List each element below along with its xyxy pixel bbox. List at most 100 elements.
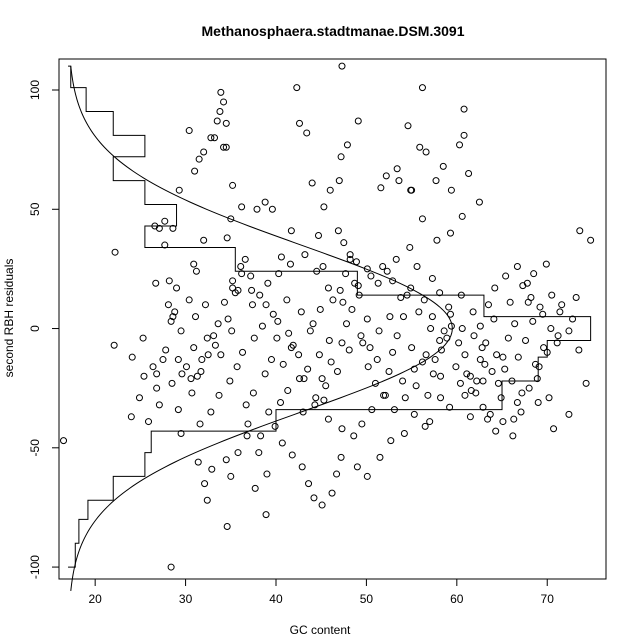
data-point: [328, 489, 336, 497]
data-point: [443, 334, 451, 342]
data-point: [227, 215, 235, 223]
data-point: [422, 148, 430, 156]
data-point: [324, 415, 332, 423]
data-point: [337, 453, 345, 461]
data-point: [220, 143, 228, 151]
data-point: [193, 372, 201, 380]
data-point: [374, 279, 382, 287]
data-point: [399, 313, 407, 321]
data-point: [422, 351, 430, 359]
data-point: [111, 248, 119, 256]
data-point: [545, 394, 553, 402]
data-point: [490, 315, 498, 323]
data-point: [258, 322, 266, 330]
data-point: [300, 375, 308, 383]
data-point: [286, 260, 294, 268]
data-point: [407, 186, 415, 194]
data-point: [153, 384, 161, 392]
data-point: [248, 286, 256, 294]
data-point: [293, 84, 301, 92]
data-point: [311, 401, 319, 409]
data-point: [253, 205, 261, 213]
data-point: [348, 305, 356, 313]
data-point: [241, 255, 249, 263]
data-point: [201, 480, 209, 488]
data-point: [501, 365, 509, 373]
data-point: [399, 377, 407, 385]
data-point: [319, 263, 327, 271]
data-point: [310, 494, 318, 502]
data-point: [431, 356, 439, 364]
data-point: [135, 394, 143, 402]
data-point: [262, 301, 270, 309]
y-tick-label: -50: [28, 439, 42, 457]
data-point: [203, 496, 211, 504]
data-point: [251, 484, 259, 492]
data-point: [412, 382, 420, 390]
data-point: [408, 344, 416, 352]
data-point: [153, 370, 161, 378]
data-point: [556, 308, 564, 316]
data-point: [346, 251, 354, 259]
data-point: [517, 408, 525, 416]
data-point: [389, 348, 397, 356]
data-point: [461, 351, 469, 359]
data-point: [227, 472, 235, 480]
data-point: [203, 334, 211, 342]
data-point: [525, 384, 533, 392]
y-tick-label: 50: [28, 202, 42, 216]
data-point: [315, 351, 323, 359]
data-point: [371, 379, 379, 387]
data-point: [397, 294, 405, 302]
data-point: [401, 394, 409, 402]
data-point: [333, 367, 341, 375]
data-point: [237, 263, 245, 271]
data-point: [175, 186, 183, 194]
data-point: [304, 365, 312, 373]
data-point: [324, 284, 332, 292]
data-point: [287, 344, 295, 352]
data-point: [359, 339, 367, 347]
data-point: [376, 453, 384, 461]
data-point: [447, 322, 455, 330]
data-point: [231, 289, 239, 297]
data-point: [363, 265, 371, 273]
data-point: [322, 382, 330, 390]
data-point: [299, 408, 307, 416]
data-point: [467, 387, 475, 395]
data-point: [482, 339, 490, 347]
data-point: [223, 523, 231, 531]
data-point: [447, 186, 455, 194]
data-point: [569, 315, 577, 323]
data-point: [296, 119, 303, 127]
data-point: [479, 403, 487, 411]
data-point: [256, 291, 264, 299]
data-point: [268, 205, 276, 213]
data-point: [473, 377, 481, 385]
data-point: [368, 406, 376, 414]
data-point: [128, 353, 136, 361]
data-point: [335, 177, 343, 185]
data-point: [194, 458, 202, 466]
data-point: [295, 351, 303, 359]
data-point: [211, 134, 219, 142]
data-point: [410, 410, 418, 418]
data-point: [367, 272, 375, 280]
data-point: [514, 353, 522, 361]
data-point: [534, 398, 542, 406]
data-point: [312, 394, 320, 402]
data-point: [164, 301, 172, 309]
data-point: [513, 398, 521, 406]
data-point: [456, 379, 464, 387]
histogram: [68, 65, 592, 568]
data-point: [267, 356, 275, 364]
data-point: [320, 203, 328, 211]
data-point: [192, 313, 200, 321]
data-point: [428, 313, 436, 321]
data-point: [185, 296, 193, 304]
data-point: [198, 356, 206, 364]
data-point: [239, 348, 247, 356]
data-point: [572, 294, 580, 302]
x-tick-label: 50: [360, 592, 374, 606]
